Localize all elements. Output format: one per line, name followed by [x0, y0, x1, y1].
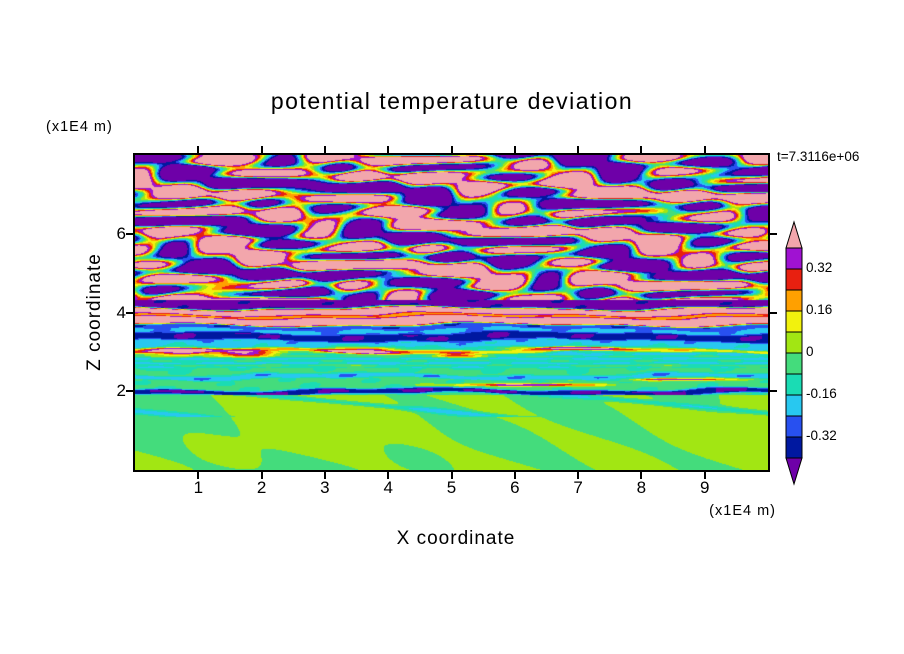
x-tick-mark [323, 472, 326, 479]
colorbar-band [785, 331, 803, 354]
z-tick-mark [126, 311, 133, 314]
z-tick-mark [770, 232, 777, 235]
z-tick-label: 4 [116, 302, 126, 322]
colorbar-band [785, 268, 803, 291]
x-tick-label: 3 [320, 478, 330, 497]
colorbar-arrow [785, 220, 803, 249]
colorbar-band [785, 394, 803, 417]
colorbar-label: -0.32 [806, 428, 837, 443]
z-tick-mark [126, 390, 133, 393]
timestamp-label: t=7.3116e+06 [777, 149, 860, 164]
colorbar-band [785, 310, 803, 333]
x-tick-mark [703, 472, 706, 479]
x-tick-mark [577, 472, 580, 479]
colorbar-label: 0.32 [806, 260, 833, 275]
z-tick-label: 2 [116, 381, 126, 401]
x-tick-mark [387, 472, 390, 479]
colorbar-band [785, 436, 803, 459]
x-axis-unit-label: (x1E4 m) [709, 503, 776, 519]
x-tick-mark [640, 472, 643, 479]
x-tick-mark [513, 146, 516, 153]
x-axis-title: X coordinate [396, 528, 516, 549]
plot-title: potential temperature deviation [270, 88, 634, 114]
x-tick-mark [387, 146, 390, 153]
x-tick-label: 4 [383, 478, 393, 497]
x-tick-mark [450, 472, 453, 479]
x-tick-mark [640, 146, 643, 153]
x-tick-mark [513, 472, 516, 479]
x-tick-mark [703, 146, 706, 153]
z-tick-label: 6 [116, 223, 126, 243]
x-tick-mark [197, 472, 200, 479]
y-axis-unit-label: (x1E4 m) [46, 119, 113, 135]
x-tick-label: 1 [193, 478, 204, 497]
x-tick-label: 5 [446, 478, 457, 497]
z-tick-mark [770, 390, 777, 393]
x-tick-label: 6 [510, 478, 520, 497]
colorbar-label: 0.16 [806, 302, 833, 317]
x-tick-label: 7 [573, 478, 583, 497]
x-tick-mark [197, 146, 200, 153]
colorbar-band [785, 415, 803, 438]
field-canvas [135, 155, 768, 470]
x-tick-mark [577, 146, 580, 153]
x-tick-label: 2 [256, 478, 267, 497]
x-tick-label: 9 [699, 478, 710, 497]
colorbar-scale [785, 220, 803, 486]
colorbar-arrow [785, 457, 803, 486]
x-tick-mark [450, 146, 453, 153]
x-tick-mark [260, 146, 263, 153]
colorbar-label: -0.16 [806, 386, 837, 401]
plot-area [133, 153, 770, 472]
colorbar-band [785, 247, 803, 270]
colorbar-band [785, 373, 803, 396]
z-tick-mark [770, 311, 777, 314]
colorbar-band [785, 352, 803, 375]
colorbar-band [785, 289, 803, 312]
colorbar-label: 0 [806, 344, 814, 359]
x-tick-mark [323, 146, 326, 153]
x-tick-mark [260, 472, 263, 479]
x-tick-label: 8 [636, 478, 647, 497]
z-tick-mark [126, 232, 133, 235]
